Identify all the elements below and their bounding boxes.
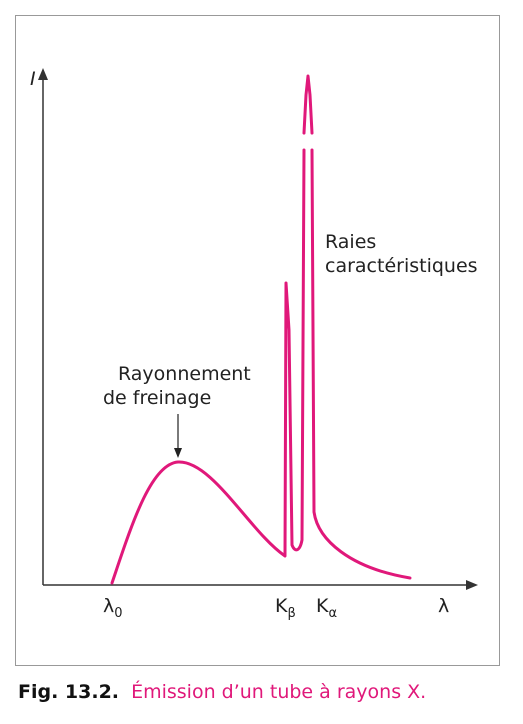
kbeta-label: Kβ (275, 595, 296, 621)
lambda0-label: λ0 (103, 595, 123, 621)
line: caractéristiques (325, 255, 478, 277)
kalpha-label: Kα (316, 595, 337, 621)
subscript: β (287, 606, 295, 621)
frame (15, 15, 500, 666)
lines-annotation: Raies caractéristiques (325, 231, 478, 277)
caption-number: Fig. 13.2. (18, 681, 119, 703)
annotation-arrowhead (174, 448, 182, 458)
symbol: K (275, 595, 288, 617)
spectrum-curve (110, 148, 306, 585)
spectrum-tail (310, 148, 412, 580)
spectrum-peak (302, 74, 314, 135)
line: Rayonnement (118, 363, 251, 385)
line: de freinage (103, 387, 211, 409)
subscript: α (328, 606, 337, 621)
subscript: 0 (114, 606, 122, 621)
y-arrow (38, 68, 48, 80)
x-axis-label: λ (438, 595, 449, 617)
caption: Fig. 13.2. Émission d’un tube à rayons X… (18, 680, 426, 703)
line: Raies (325, 231, 376, 253)
y-axis-label: I (30, 68, 36, 90)
symbol: λ (103, 595, 114, 617)
continuum-annotation: Rayonnement de freinage (103, 363, 257, 409)
symbol: K (316, 595, 329, 617)
caption-text: Émission d’un tube à rayons X. (131, 680, 426, 703)
x-arrow (466, 580, 478, 590)
